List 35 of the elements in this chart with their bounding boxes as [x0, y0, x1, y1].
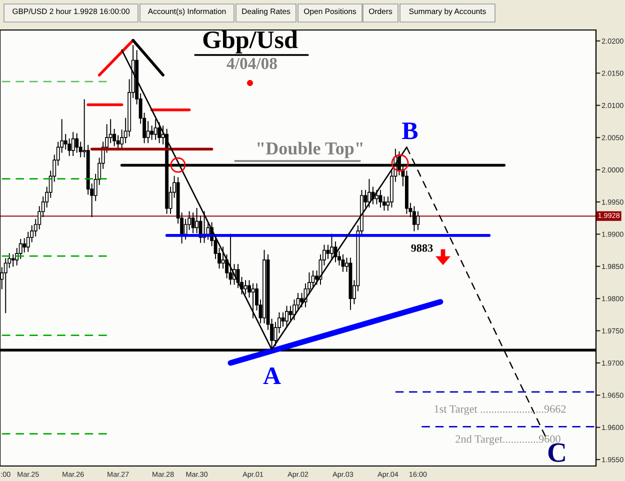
- candlestick: [311, 270, 315, 288]
- chart-title: Gbp/Usd: [203, 30, 298, 54]
- candlestick: [221, 246, 225, 269]
- candlestick: [288, 306, 292, 320]
- candlestick: [244, 280, 248, 295]
- candlestick: [326, 244, 330, 260]
- candlestick: [11, 254, 15, 267]
- candlestick: [374, 190, 378, 204]
- annotation: C: [548, 443, 565, 462]
- candlestick: [330, 234, 334, 260]
- candlestick: [68, 138, 72, 156]
- candlestick: [296, 292, 300, 311]
- candlestick: [300, 292, 304, 308]
- candlestick: [154, 119, 158, 140]
- candlestick: [150, 125, 154, 140]
- candlestick: [367, 178, 371, 208]
- candlestick: [22, 238, 26, 253]
- candlestick: [251, 283, 255, 318]
- candlestick: [416, 211, 420, 230]
- candlestick: [281, 312, 285, 327]
- candlestick: [341, 254, 345, 272]
- annotation: 2nd Target.............9600: [456, 434, 560, 446]
- candlestick: [285, 306, 288, 327]
- candlestick: [158, 122, 162, 144]
- annotation: "Double Top": [258, 142, 362, 158]
- candlestick: [412, 206, 416, 232]
- candlestick: [228, 234, 232, 285]
- text: 4/04/08: [226, 58, 277, 70]
- candlestick: [146, 120, 150, 144]
- candlestick: [71, 132, 75, 156]
- candlestick: [191, 212, 195, 234]
- annotation: B: [402, 122, 418, 140]
- candlestick: [378, 190, 382, 208]
- annotation: 9883: [411, 244, 433, 252]
- annotation: A: [263, 368, 281, 384]
